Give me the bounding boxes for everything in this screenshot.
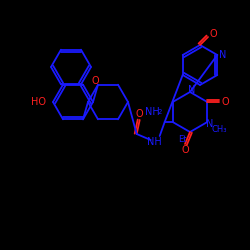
Text: NH: NH [147,137,162,147]
Text: HO: HO [32,97,46,107]
Text: NH: NH [145,107,160,117]
Text: CH₃: CH₃ [212,126,227,134]
Text: O: O [136,109,143,119]
Text: Et: Et [178,136,186,144]
Text: O: O [91,76,99,86]
Text: O: O [222,97,229,107]
Text: N: N [188,85,196,95]
Text: O: O [181,145,189,155]
Text: O: O [209,29,217,39]
Text: N: N [206,119,213,129]
Text: 2: 2 [158,109,162,115]
Text: N: N [219,50,226,60]
